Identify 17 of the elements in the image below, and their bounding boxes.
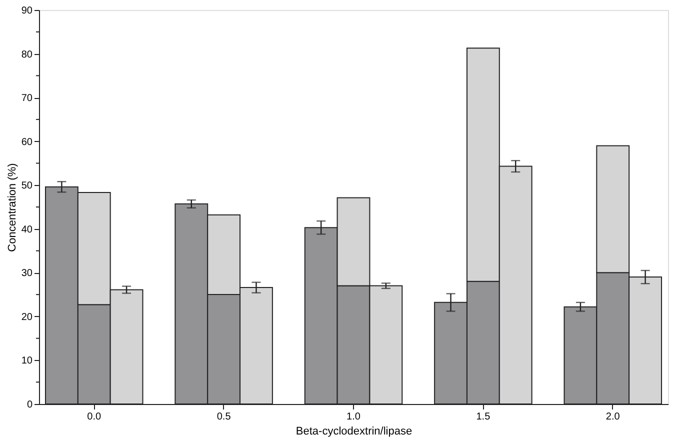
- x-axis-title: Beta-cyclodextrin/lipase: [296, 426, 412, 438]
- y-tick-label: 90: [21, 6, 33, 16]
- y-tick-label: 50: [21, 180, 33, 192]
- y-tick-label: 70: [21, 93, 33, 104]
- y-tick-label: 30: [21, 268, 33, 280]
- x-tick-label: 1.0: [346, 412, 361, 422]
- y-tick-label: 80: [21, 49, 33, 60]
- x-tick-label: 0.0: [87, 412, 102, 422]
- y-tick-label: 60: [21, 136, 33, 148]
- y-tick-label: 0: [26, 400, 33, 410]
- y-tick-label: 10: [21, 356, 33, 367]
- x-tick-label: 1.5: [476, 412, 491, 422]
- x-tick-label: 2.0: [606, 412, 620, 422]
- y-tick-label: 20: [21, 312, 33, 323]
- y-tick-label: 40: [21, 224, 33, 236]
- y-axis-title: Concentration (%): [6, 163, 18, 252]
- x-tick-label: 0.5: [216, 412, 232, 422]
